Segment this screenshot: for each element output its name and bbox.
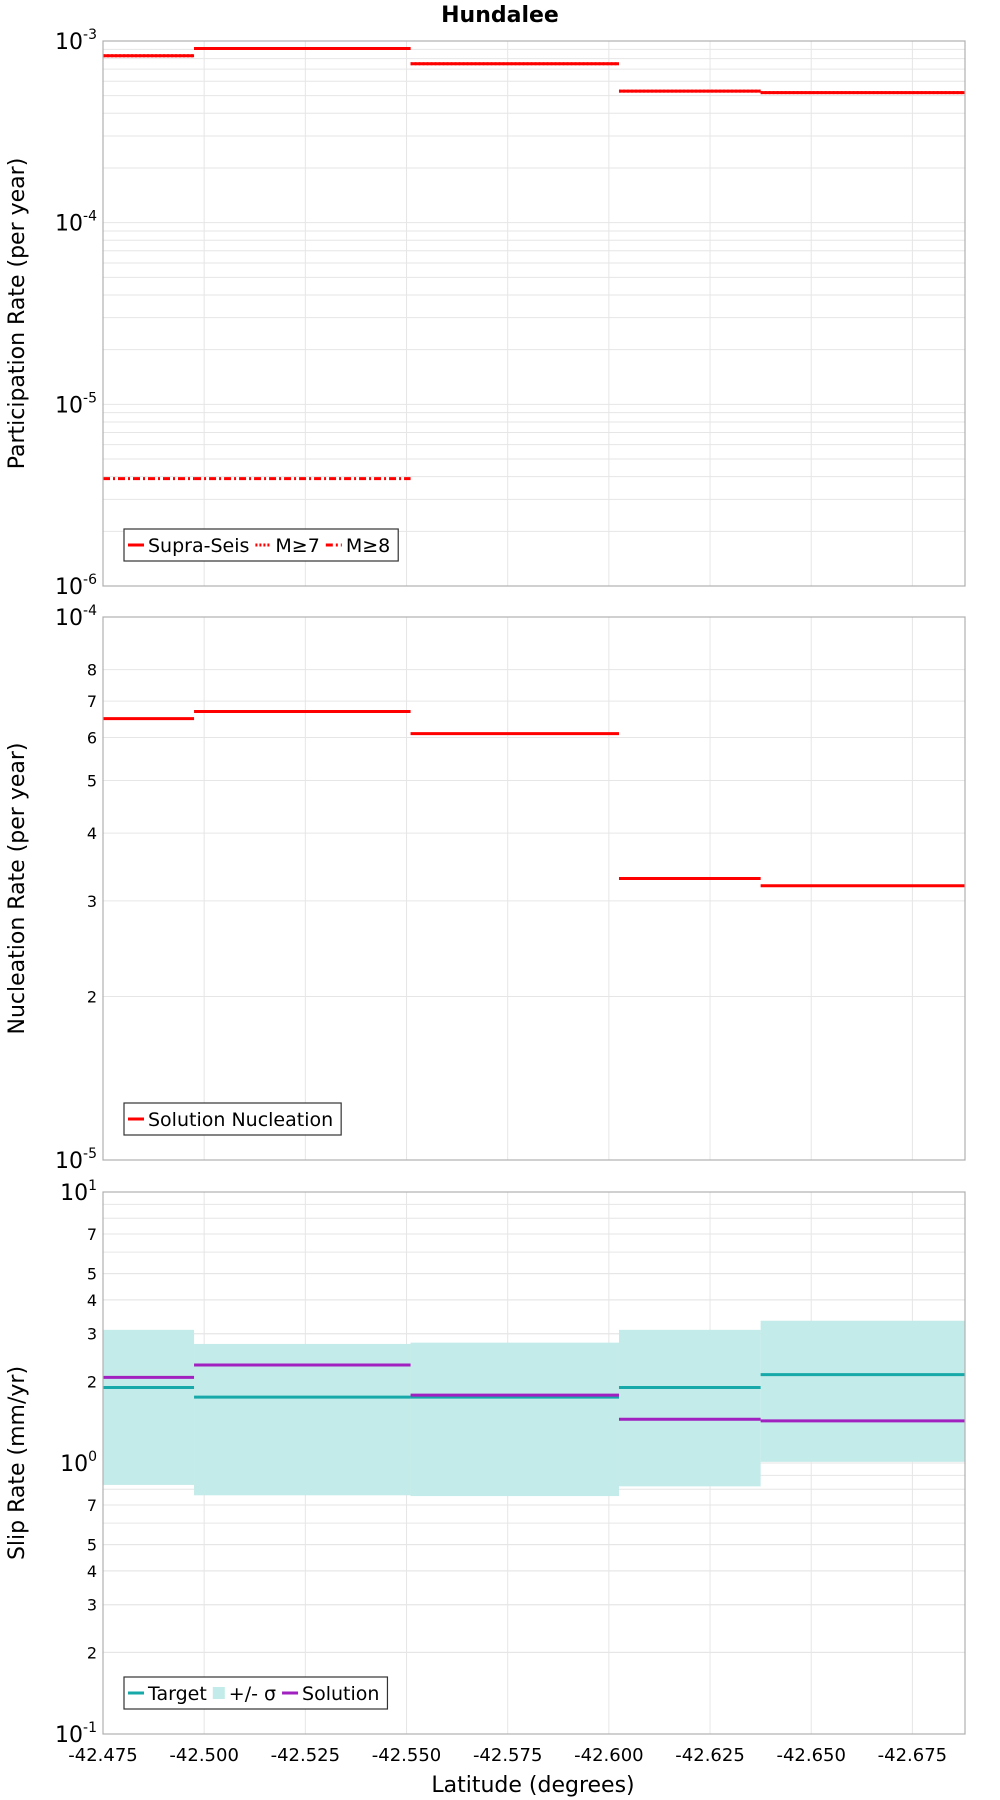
legend: Solution Nucleation	[123, 1102, 342, 1136]
y-tick-label: 6	[87, 728, 97, 747]
legend: Supra-Seis M≥7 M≥8	[123, 528, 399, 562]
y-tick-label: 5	[87, 1265, 97, 1284]
y-tick-label: 101	[60, 1178, 97, 1206]
y-tick-label: 3	[87, 1325, 97, 1344]
legend-label: Supra-Seis	[148, 535, 249, 557]
y-tick-label: 3	[87, 1596, 97, 1615]
legend-label: Solution Nucleation	[148, 1109, 333, 1131]
x-tick-label: -42.600	[574, 1745, 643, 1766]
plot-frame	[102, 1191, 966, 1735]
y-tick-label: 5	[87, 1536, 97, 1555]
y-tick-label: 7	[87, 1225, 97, 1244]
band-segment	[103, 1329, 195, 1485]
y-tick-label: 10-3	[55, 27, 97, 55]
y-axis-label: Participation Rate (per year)	[5, 158, 30, 470]
panel-1: 10-3 10-4 10-5 10-6 Participation Rate (per …	[5, 27, 966, 600]
legend-label: Solution	[302, 1683, 379, 1705]
y-tick-label: 2	[87, 988, 97, 1007]
x-axis-label: Latitude (degrees)	[431, 1773, 634, 1798]
legend-box	[123, 1102, 342, 1136]
band-segment	[618, 1329, 761, 1487]
y-tick-label: 10-6	[55, 572, 97, 600]
band-segment	[760, 1320, 965, 1462]
legend-label: +/- σ	[229, 1683, 276, 1705]
legend-swatch	[212, 1687, 225, 1699]
x-tick-label: -42.675	[878, 1745, 947, 1766]
chart-title: Hundalee	[441, 3, 559, 28]
x-tick-label: -42.475	[68, 1745, 137, 1766]
panels: 10-3 10-4 10-5 10-6 Participation Rate (per …	[5, 27, 966, 1766]
legend-box	[123, 1676, 389, 1710]
y-axis-label: Slip Rate (mm/yr)	[5, 1366, 30, 1560]
legend-label: M≥8	[346, 535, 390, 557]
x-tick-label: -42.650	[776, 1745, 845, 1766]
series-Supra-Seis	[103, 46, 965, 95]
legend-label: Target	[147, 1683, 207, 1705]
plot-frame	[102, 40, 966, 587]
y-tick-label: 10-5	[55, 390, 97, 418]
x-tick-label: -42.500	[169, 1745, 238, 1766]
y-tick-label: 8	[87, 661, 97, 680]
y-tick-label: 10-1	[55, 1720, 97, 1748]
y-tick-label: 10-4	[55, 603, 97, 631]
y-tick-label: 3	[87, 892, 97, 911]
legend-label: M≥7	[275, 535, 319, 557]
series-Solution	[103, 1363, 965, 1423]
y-tick-label: 10-4	[55, 209, 97, 237]
x-tick-label: -42.525	[271, 1745, 340, 1766]
y-tick-label: 100	[60, 1449, 97, 1477]
y-tick-label: 2	[87, 1372, 97, 1391]
band-segment	[194, 1343, 411, 1496]
y-tick-label: 4	[87, 824, 97, 843]
series-M≥7	[103, 46, 965, 95]
panel-3: 101 7 5 4 3 2 100 7 5 4 3 2 10-1 Slip Rate (mm/yr) Tar…	[5, 1178, 966, 1748]
x-tick-label: -42.550	[372, 1745, 441, 1766]
y-tick-label: 7	[87, 1496, 97, 1515]
y-tick-label: 4	[87, 1291, 97, 1310]
legend: Target +/- σ Solution	[123, 1676, 389, 1710]
y-axis-label: Nucleation Rate (per year)	[5, 743, 30, 1035]
panel-2: 10-4 8 7 6 5 4 3 2 10-5 Nucleation Rate (per year…	[5, 603, 966, 1174]
band-segment	[410, 1342, 619, 1497]
y-tick-label: 4	[87, 1562, 97, 1581]
y-tick-label: 5	[87, 771, 97, 790]
x-tick-label: -42.625	[675, 1745, 744, 1766]
plot-frame	[102, 616, 966, 1161]
y-tick-label: 10-5	[55, 1146, 97, 1174]
series-Solution Nucleation	[103, 709, 965, 888]
y-tick-label: 7	[87, 692, 97, 711]
series-Target	[103, 1373, 965, 1399]
x-tick-label: -42.575	[473, 1745, 542, 1766]
y-tick-label: 2	[87, 1643, 97, 1662]
